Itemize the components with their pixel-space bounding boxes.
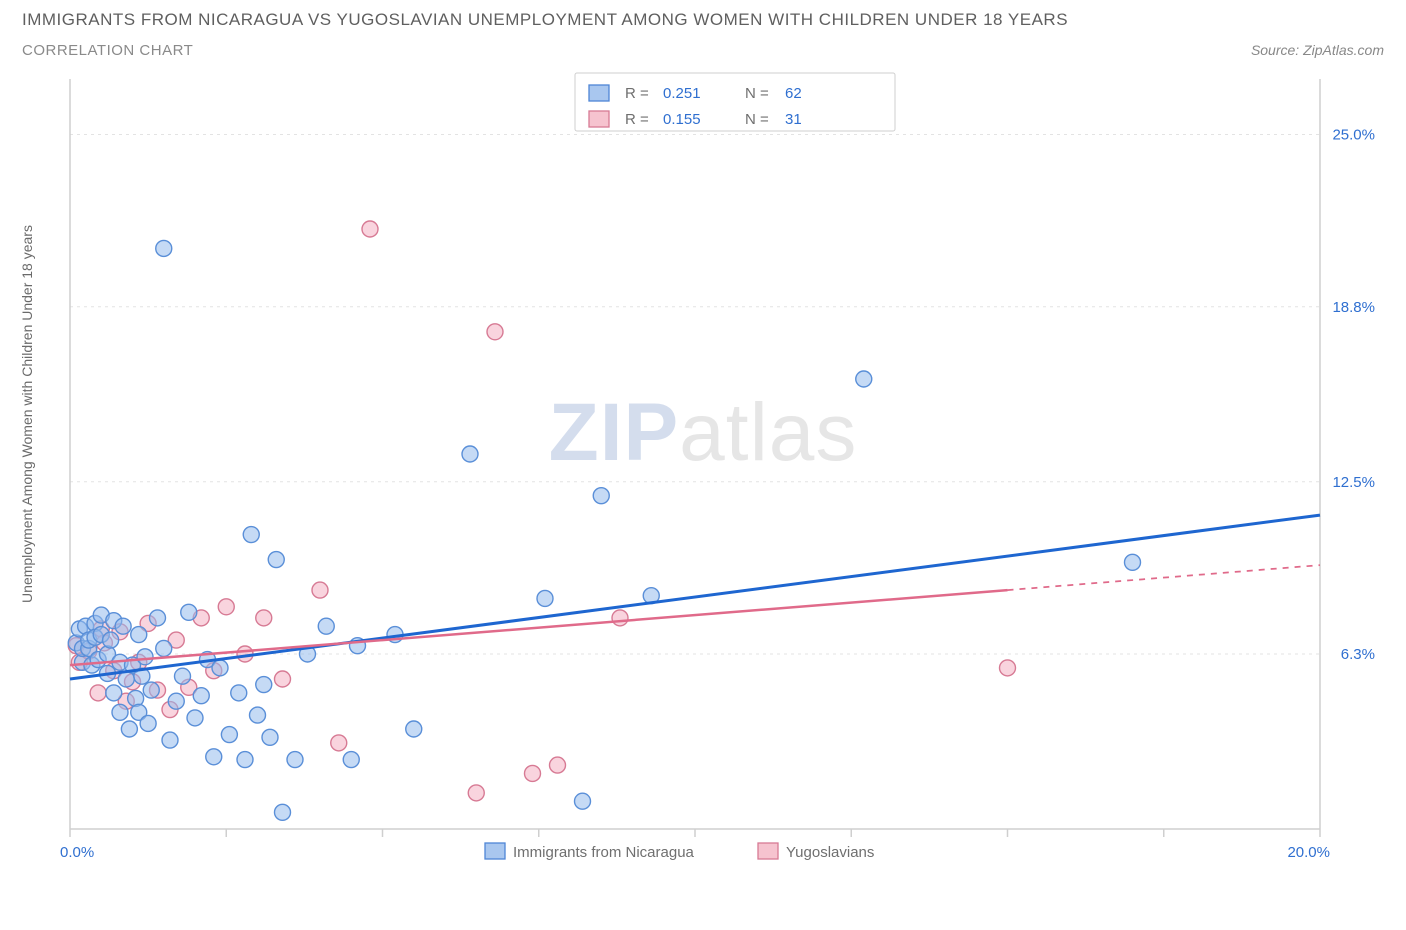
legend-swatch [589,111,609,127]
legend-text: N = [745,111,769,128]
scatter-point [287,752,303,768]
scatter-point [115,618,131,634]
scatter-point [103,632,119,648]
scatter-point [462,446,478,462]
scatter-point [150,610,166,626]
scatter-point [550,757,566,773]
legend-text: R = [625,85,649,102]
scatter-point [187,710,203,726]
chart-area: ZIPatlas 25.0%18.8%12.5%6.3%0.0%20.0%Une… [0,59,1406,909]
legend-text: 0.155 [663,111,701,128]
scatter-point [212,660,228,676]
scatter-point [181,604,197,620]
scatter-point [237,752,253,768]
scatter-point [275,671,291,687]
scatter-point [168,693,184,709]
y-gridline-label: 6.3% [1341,646,1375,663]
scatter-point [231,685,247,701]
scatter-point [331,735,347,751]
scatter-point [175,668,191,684]
scatter-point [143,682,159,698]
legend-swatch [589,85,609,101]
scatter-point [256,677,272,693]
scatter-point [137,649,153,665]
x-max-label: 20.0% [1287,844,1330,861]
legend-text: 31 [785,111,802,128]
scatter-point [406,721,422,737]
scatter-point [156,640,172,656]
chart-title: IMMIGRANTS FROM NICARAGUA VS YUGOSLAVIAN… [22,10,1384,30]
scatter-point [112,704,128,720]
scatter-point [218,599,234,615]
scatter-point [206,749,222,765]
scatter-point [275,804,291,820]
scatter-point [362,221,378,237]
scatter-point [318,618,334,634]
scatter-point [312,582,328,598]
scatter-point [250,707,266,723]
chart-subtitle: CORRELATION CHART [22,42,193,59]
scatter-point [343,752,359,768]
y-axis-label: Unemployment Among Women with Children U… [19,225,35,603]
scatter-point [243,527,259,543]
legend-stats: R = 0.251 N = 62 R = 0.155 N = 31 [575,73,895,131]
scatter-point [593,488,609,504]
y-gridline-label: 12.5% [1332,474,1375,491]
legend-text: R = [625,111,649,128]
legend-label: Immigrants from Nicaragua [513,844,695,861]
legend-text: N = [745,85,769,102]
scatter-point [468,785,484,801]
scatter-point [1000,660,1016,676]
y-gridline-label: 25.0% [1332,127,1375,144]
scatter-point [612,610,628,626]
legend-swatch [485,843,505,859]
scatter-point [268,552,284,568]
scatter-point [262,729,278,745]
x-min-label: 0.0% [60,844,94,861]
scatter-point [106,685,122,701]
scatter-point [256,610,272,626]
legend-swatch [758,843,778,859]
scatter-point [575,793,591,809]
legend-series: Immigrants from Nicaragua Yugoslavians [485,843,874,861]
source-attribution: Source: ZipAtlas.com [1251,42,1384,58]
scatter-point [537,590,553,606]
scatter-chart: 25.0% 18.8% 12.5% 6.3% 0.0% 20.0% Unemployment… [0,59,1406,909]
scatter-point [131,627,147,643]
scatter-point [193,688,209,704]
scatter-point [156,240,172,256]
scatter-point [525,765,541,781]
legend-text: 62 [785,85,802,102]
y-gridline-label: 18.8% [1332,299,1375,316]
legend-label: Yugoslavians [786,844,874,861]
scatter-point [221,727,237,743]
scatter-point [140,715,156,731]
scatter-point [90,685,106,701]
scatter-point [121,721,137,737]
scatter-point [856,371,872,387]
scatter-point [487,324,503,340]
scatter-point [162,732,178,748]
scatter-point [1125,554,1141,570]
trend-line-extrapolated [1008,565,1321,590]
legend-text: 0.251 [663,85,701,102]
